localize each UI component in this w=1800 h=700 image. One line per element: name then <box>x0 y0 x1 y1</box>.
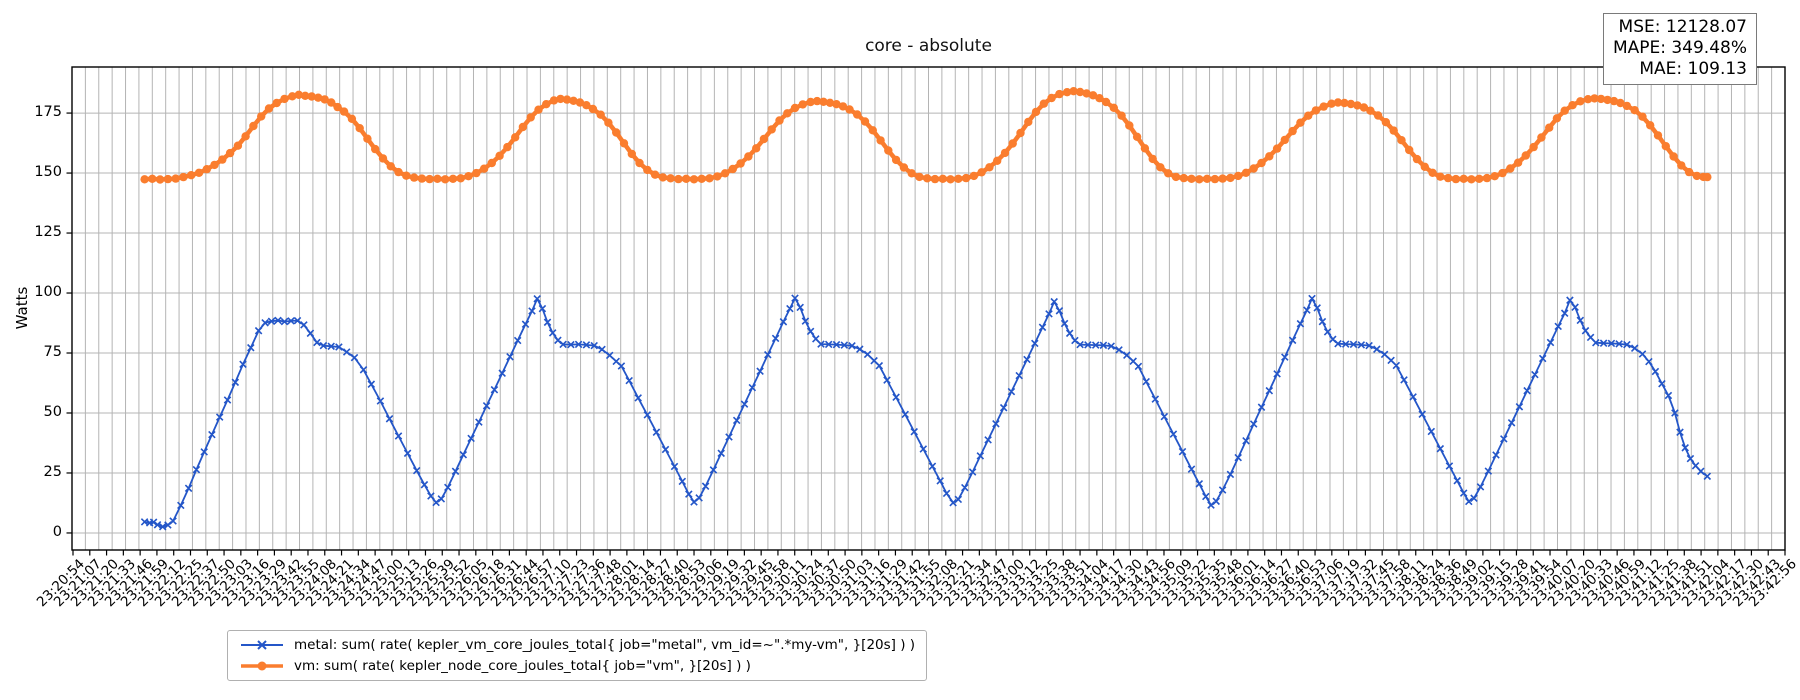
y-tick-label: 175 <box>34 104 62 121</box>
stats-line: MAPE: 349.48% <box>1612 38 1747 59</box>
y-tick-label: 25 <box>43 463 62 480</box>
stats-box: MSE: 12128.07 MAPE: 349.48% MAE: 109.13 <box>1602 13 1757 86</box>
legend-entry: vm: sum( rate( kepler_node_core_joules_t… <box>239 658 915 674</box>
y-tick-label: 100 <box>34 284 62 301</box>
circle-marker-line-icon <box>241 661 283 671</box>
y-tick-label: 150 <box>34 164 62 181</box>
stats-line: MAE: 109.13 <box>1639 59 1747 80</box>
stats-line: MSE: 12128.07 <box>1618 17 1747 37</box>
legend-label: metal: sum( rate( kepler_vm_core_joules_… <box>294 637 916 653</box>
y-tick-label: 0 <box>52 523 62 540</box>
legend-entry: metal: sum( rate( kepler_vm_core_joules_… <box>239 637 915 653</box>
legend: metal: sum( rate( kepler_vm_core_joules_… <box>227 630 928 681</box>
legend-label: vm: sum( rate( kepler_node_core_joules_t… <box>294 658 751 674</box>
y-tick-label: 125 <box>34 224 62 241</box>
y-tick-label: 50 <box>43 403 62 420</box>
y-tick-label: 75 <box>43 344 62 360</box>
chart-title: core - absolute <box>865 36 992 56</box>
x-marker-line-icon <box>241 640 283 650</box>
